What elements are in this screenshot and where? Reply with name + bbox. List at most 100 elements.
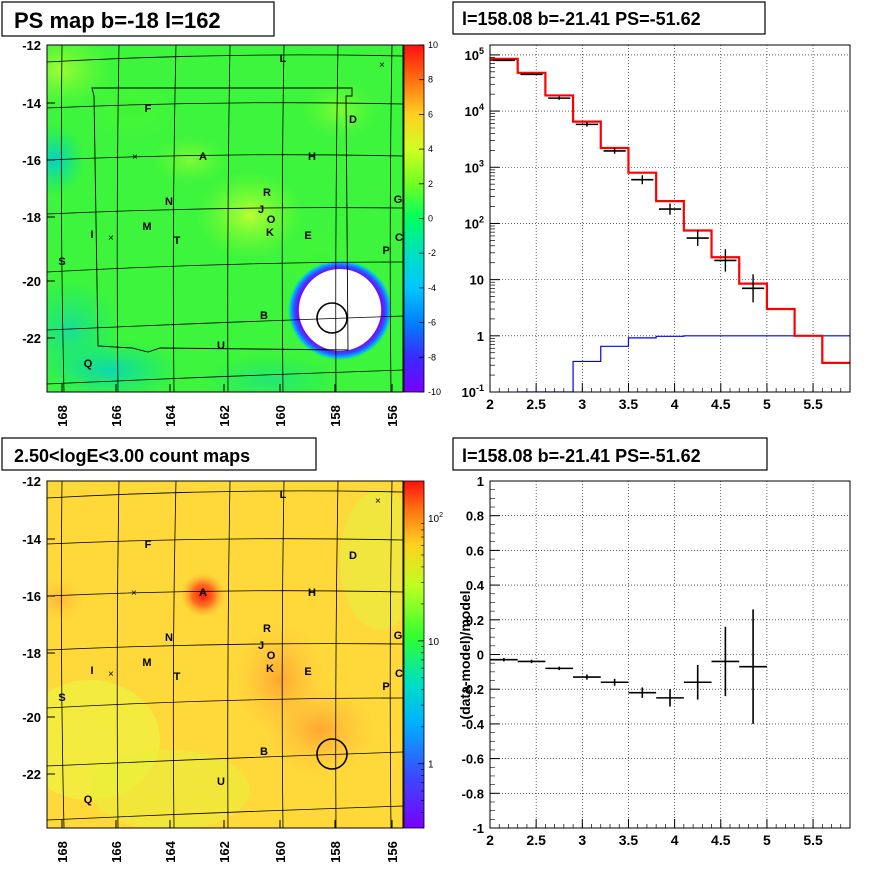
count-map-x-tick-label: 166 bbox=[109, 841, 124, 863]
ps-map-source-letter: P bbox=[382, 245, 389, 257]
spectrum-title: l=158.08 b=-21.41 PS=-51.62 bbox=[462, 9, 701, 29]
ps-map-source-letter: O bbox=[267, 214, 276, 226]
ps-map-y-tick-label: -22 bbox=[22, 331, 41, 346]
spectrum-blue-step-series bbox=[517, 335, 850, 392]
count-map-x-tick-label: 158 bbox=[328, 841, 343, 863]
power-exponent: -1 bbox=[476, 383, 484, 393]
count-map-source-letter: I bbox=[90, 665, 93, 677]
count-map-source-letter: Q bbox=[84, 794, 93, 806]
count-map-frame bbox=[46, 480, 404, 829]
ps-map-source-letter: M bbox=[142, 221, 151, 233]
ps-map-colorbar-tick-label: -6 bbox=[428, 318, 436, 328]
ps-map-colorbar-tick-label: -10 bbox=[428, 387, 441, 397]
ps-map-colorbar-tick-label: -4 bbox=[428, 283, 436, 293]
ps-map-x-tick-label: 164 bbox=[163, 404, 178, 426]
power-base: 10 bbox=[462, 385, 476, 400]
ps-map-y-tick-label: -20 bbox=[22, 274, 41, 289]
ps-map-source-letter: C bbox=[395, 232, 403, 244]
ps-map-x-tick-label: 158 bbox=[328, 405, 343, 427]
ps-map-heatmap: L F D A H R N G JO M K E I T CP S B U Q × × × bbox=[47, 45, 403, 392]
residual-title: l=158.08 b=-21.41 PS=-51.62 bbox=[462, 446, 701, 466]
count-map-source-circle bbox=[316, 738, 348, 770]
count-map-source-letter: G bbox=[394, 630, 403, 642]
count-map-y-tick-label: -14 bbox=[22, 532, 42, 547]
ps-map-x-tick-label: 156 bbox=[385, 405, 400, 427]
count-map-source-letter: C bbox=[395, 668, 403, 680]
spectrum-plot-area bbox=[490, 45, 850, 392]
spectrum-x-tick-label: 3.5 bbox=[619, 396, 639, 412]
ps-map-title: PS map b=-18 l=162 bbox=[14, 8, 221, 33]
ps-map-source-letter: U bbox=[217, 340, 225, 352]
ps-map-source-letter: K bbox=[266, 227, 274, 239]
ps-map-source-letter: G bbox=[394, 194, 403, 206]
count-map-y-tick-label: -12 bbox=[22, 474, 41, 489]
count-map-source-letter: L bbox=[280, 489, 287, 501]
residual-y-tick-label: -0.2 bbox=[462, 682, 484, 697]
ps-map-cross-marker: × bbox=[379, 60, 385, 71]
count-map-source-letter: P bbox=[382, 681, 389, 693]
ps-map-source-letter: N bbox=[165, 196, 173, 208]
count-map-cross-marker: × bbox=[108, 669, 114, 680]
ps-map-source-letter: D bbox=[349, 114, 357, 126]
count-map-x-tick-label: 168 bbox=[55, 841, 70, 863]
ps-map-source-letter: A bbox=[199, 151, 207, 163]
spectrum-x-tick-label: 2.5 bbox=[526, 396, 546, 412]
spectrum-red-step-series bbox=[490, 57, 850, 364]
ps-map-colorbar-tick-label: 8 bbox=[428, 75, 433, 85]
count-map-grid bbox=[47, 481, 403, 828]
count-map-colorbar-tick-label: 10 bbox=[428, 637, 440, 648]
ps-map-colorbar-tick-label: -2 bbox=[428, 248, 436, 258]
ps-map-x-tick-label: 166 bbox=[109, 405, 124, 427]
spectrum-y-tick-label: 103 bbox=[465, 158, 484, 175]
spectrum-title-box bbox=[452, 1, 766, 35]
ps-map-source-letter: B bbox=[260, 310, 268, 322]
residual-data-points bbox=[490, 609, 767, 724]
count-map-y-tick-label: -18 bbox=[22, 646, 41, 661]
count-map-title-box bbox=[1, 437, 317, 471]
ps-map-roi-outline bbox=[91, 87, 353, 353]
ps-map-x-ticks: 168 166 164 162 160 158 156 bbox=[55, 384, 400, 427]
residual-y-tick-label: -0.4 bbox=[462, 717, 485, 732]
ps-map-x-tick-label: 162 bbox=[217, 405, 232, 427]
count-map-panel: 2.50<logE<3.00 count maps bbox=[1, 437, 443, 863]
ps-map-colorbar-tick-label: 6 bbox=[428, 109, 433, 119]
count-map-source-letter: H bbox=[308, 587, 316, 599]
count-map-y-ticks: -12 -14 -16 -18 -20 -22 bbox=[22, 474, 55, 782]
ps-map-source-letter: R bbox=[263, 187, 271, 199]
power-exponent: 2 bbox=[479, 214, 484, 224]
ps-map-colorbar-tick-label: 2 bbox=[428, 179, 433, 189]
count-map-cross-marker: × bbox=[131, 588, 137, 599]
ps-map-colorbar-tick-label: 10 bbox=[428, 40, 438, 50]
count-map-y-tick-label: -16 bbox=[22, 589, 41, 604]
power-exponent: 5 bbox=[479, 46, 484, 56]
ps-map-source-letter: S bbox=[58, 256, 65, 268]
count-map-cross-marker: × bbox=[375, 496, 381, 507]
count-map-x-tick-label: 160 bbox=[273, 841, 288, 863]
residual-panel: l=158.08 b=-21.41 PS=-51.62 2 2.5 3 3.5 4 4.5… bbox=[452, 437, 851, 848]
count-map-colorbar-tick-label-power: 102 bbox=[428, 512, 443, 525]
residual-x-tick-label: 2 bbox=[486, 832, 494, 848]
ps-map-source-labels: L F D A H R N G JO M K E I T CP S B U Q bbox=[58, 53, 403, 370]
residual-x-tick-label: 3 bbox=[578, 832, 586, 848]
spectrum-y-tick-label: 105 bbox=[465, 46, 484, 63]
spectrum-y-tick-label: 104 bbox=[465, 102, 484, 119]
ps-map-y-ticks: -12 -14 -16 -18 -20 -22 bbox=[22, 38, 55, 346]
residual-y-tick-label: 0.6 bbox=[466, 543, 484, 558]
residual-title-box bbox=[452, 437, 768, 471]
ps-map-y-tick-label: -18 bbox=[22, 210, 41, 225]
residual-y-ticks: 1 0.8 0.6 0.4 0.2 0 -0.2 -0.4 -0.6 -0.8 -1 bbox=[462, 474, 500, 836]
residual-x-tick-label: 3.5 bbox=[619, 832, 639, 848]
residual-y-tick-label: 0.8 bbox=[466, 509, 484, 524]
count-map-source-letter: B bbox=[260, 746, 268, 758]
spectrum-y-tick-label: 102 bbox=[465, 214, 484, 231]
spectrum-x-tick-label: 4.5 bbox=[711, 396, 731, 412]
count-map-source-letter: D bbox=[349, 550, 357, 562]
ps-map-y-tick-label: -14 bbox=[22, 96, 42, 111]
ps-map-source-letter: I bbox=[90, 229, 93, 241]
spectrum-x-tick-label: 5 bbox=[763, 396, 771, 412]
count-map-source-letter: A bbox=[199, 587, 207, 599]
spectrum-x-tick-label: 2 bbox=[486, 396, 494, 412]
